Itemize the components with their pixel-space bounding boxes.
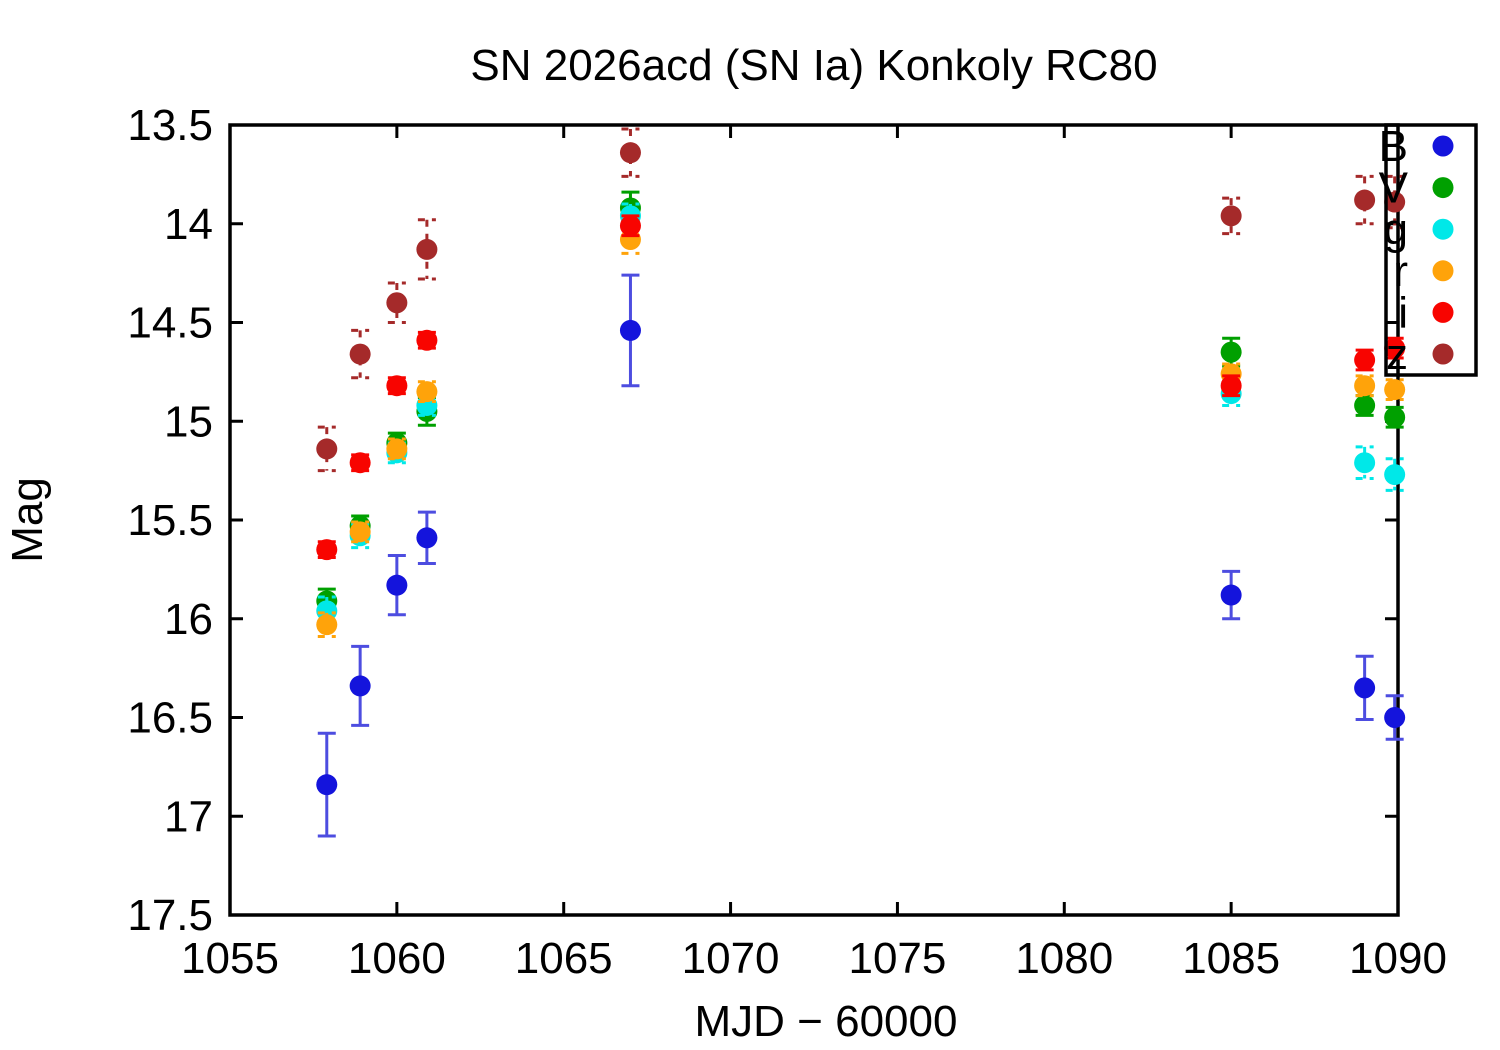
x-tick-label: 1070 (682, 934, 780, 983)
data-point-z (1354, 189, 1376, 211)
plot-area: 1055 1060 1065 1070 1075 1080 1085 1090 13.5 14 14… (127, 101, 1478, 983)
data-point-i (316, 539, 338, 561)
x-tick-label: 1085 (1182, 934, 1280, 983)
data-point-g (1384, 464, 1406, 486)
data-point-z (619, 142, 641, 164)
y-axis-label: Mag (3, 477, 52, 563)
x-tick-label: 1060 (348, 934, 446, 983)
legend-label-g: g (1384, 205, 1408, 254)
legend-box (1384, 123, 1478, 377)
data-point-z (1384, 191, 1406, 213)
legend-label-z: z (1386, 330, 1408, 379)
x-tick-label: 1065 (515, 934, 613, 983)
x-tick-label: 1080 (1015, 934, 1113, 983)
y-tick-label: 14.5 (127, 299, 213, 348)
data-point-z (349, 343, 371, 365)
data-point-B (316, 774, 338, 796)
y-tick-label: 15.5 (127, 496, 213, 545)
data-point-i (416, 329, 438, 351)
y-tick-label: 16 (164, 595, 213, 644)
y-tick-label: 14 (164, 200, 213, 249)
x-axis-label: MJD − 60000 (695, 997, 958, 1046)
data-point-r (349, 521, 371, 543)
plot-border (228, 123, 1400, 917)
data-point-B (349, 675, 371, 697)
legend-marker-B (1432, 135, 1454, 157)
legend-label-r: r (1393, 247, 1408, 296)
data-point-i (619, 215, 641, 237)
data-point-z (386, 292, 408, 314)
y-tick-label: 13.5 (127, 101, 213, 150)
y-tick-label: 16.5 (127, 694, 213, 743)
legend-marker-g (1432, 218, 1454, 240)
data-point-V (1220, 341, 1242, 363)
data-point-B (1354, 677, 1376, 699)
data-point-z (1220, 205, 1242, 227)
data-point-B (386, 574, 408, 596)
data-point-B (416, 527, 438, 549)
chart-title: SN 2026acd (SN Ia) Konkoly RC80 (470, 41, 1157, 90)
data-point-r (416, 381, 438, 403)
data-point-r (1384, 379, 1406, 401)
data-point-i (349, 452, 371, 474)
data-point-B (619, 319, 641, 341)
data-point-r (316, 614, 338, 636)
y-tick-label: 15 (164, 397, 213, 446)
data-point-V (1354, 394, 1376, 416)
data-point-i (386, 375, 408, 397)
data-point-g (1354, 452, 1376, 474)
data-point-r (386, 438, 408, 460)
legend-label-V: V (1379, 164, 1409, 213)
x-tick-label: 1075 (848, 934, 946, 983)
x-tick-label: 1090 (1349, 934, 1447, 983)
data-point-B (1384, 707, 1406, 728)
legend-label-B: B (1379, 122, 1408, 171)
data-point-z (316, 438, 338, 460)
legend-label-i: i (1398, 288, 1408, 337)
y-tick-label: 17.5 (127, 891, 213, 940)
data-point-z (416, 238, 438, 260)
data-point-V (1384, 406, 1406, 428)
data-point-i (1220, 375, 1242, 397)
y-tick-label: 17 (164, 792, 213, 841)
data-point-i (1354, 349, 1376, 371)
data-point-r (1354, 375, 1376, 397)
data-point-B (1220, 584, 1242, 606)
legend-marker-V (1432, 177, 1454, 199)
data-point-i (1384, 337, 1406, 359)
legend-marker-r (1432, 260, 1454, 282)
x-tick-label: 1055 (181, 934, 279, 983)
legend-marker-z (1432, 343, 1454, 365)
legend-marker-i (1432, 301, 1454, 323)
